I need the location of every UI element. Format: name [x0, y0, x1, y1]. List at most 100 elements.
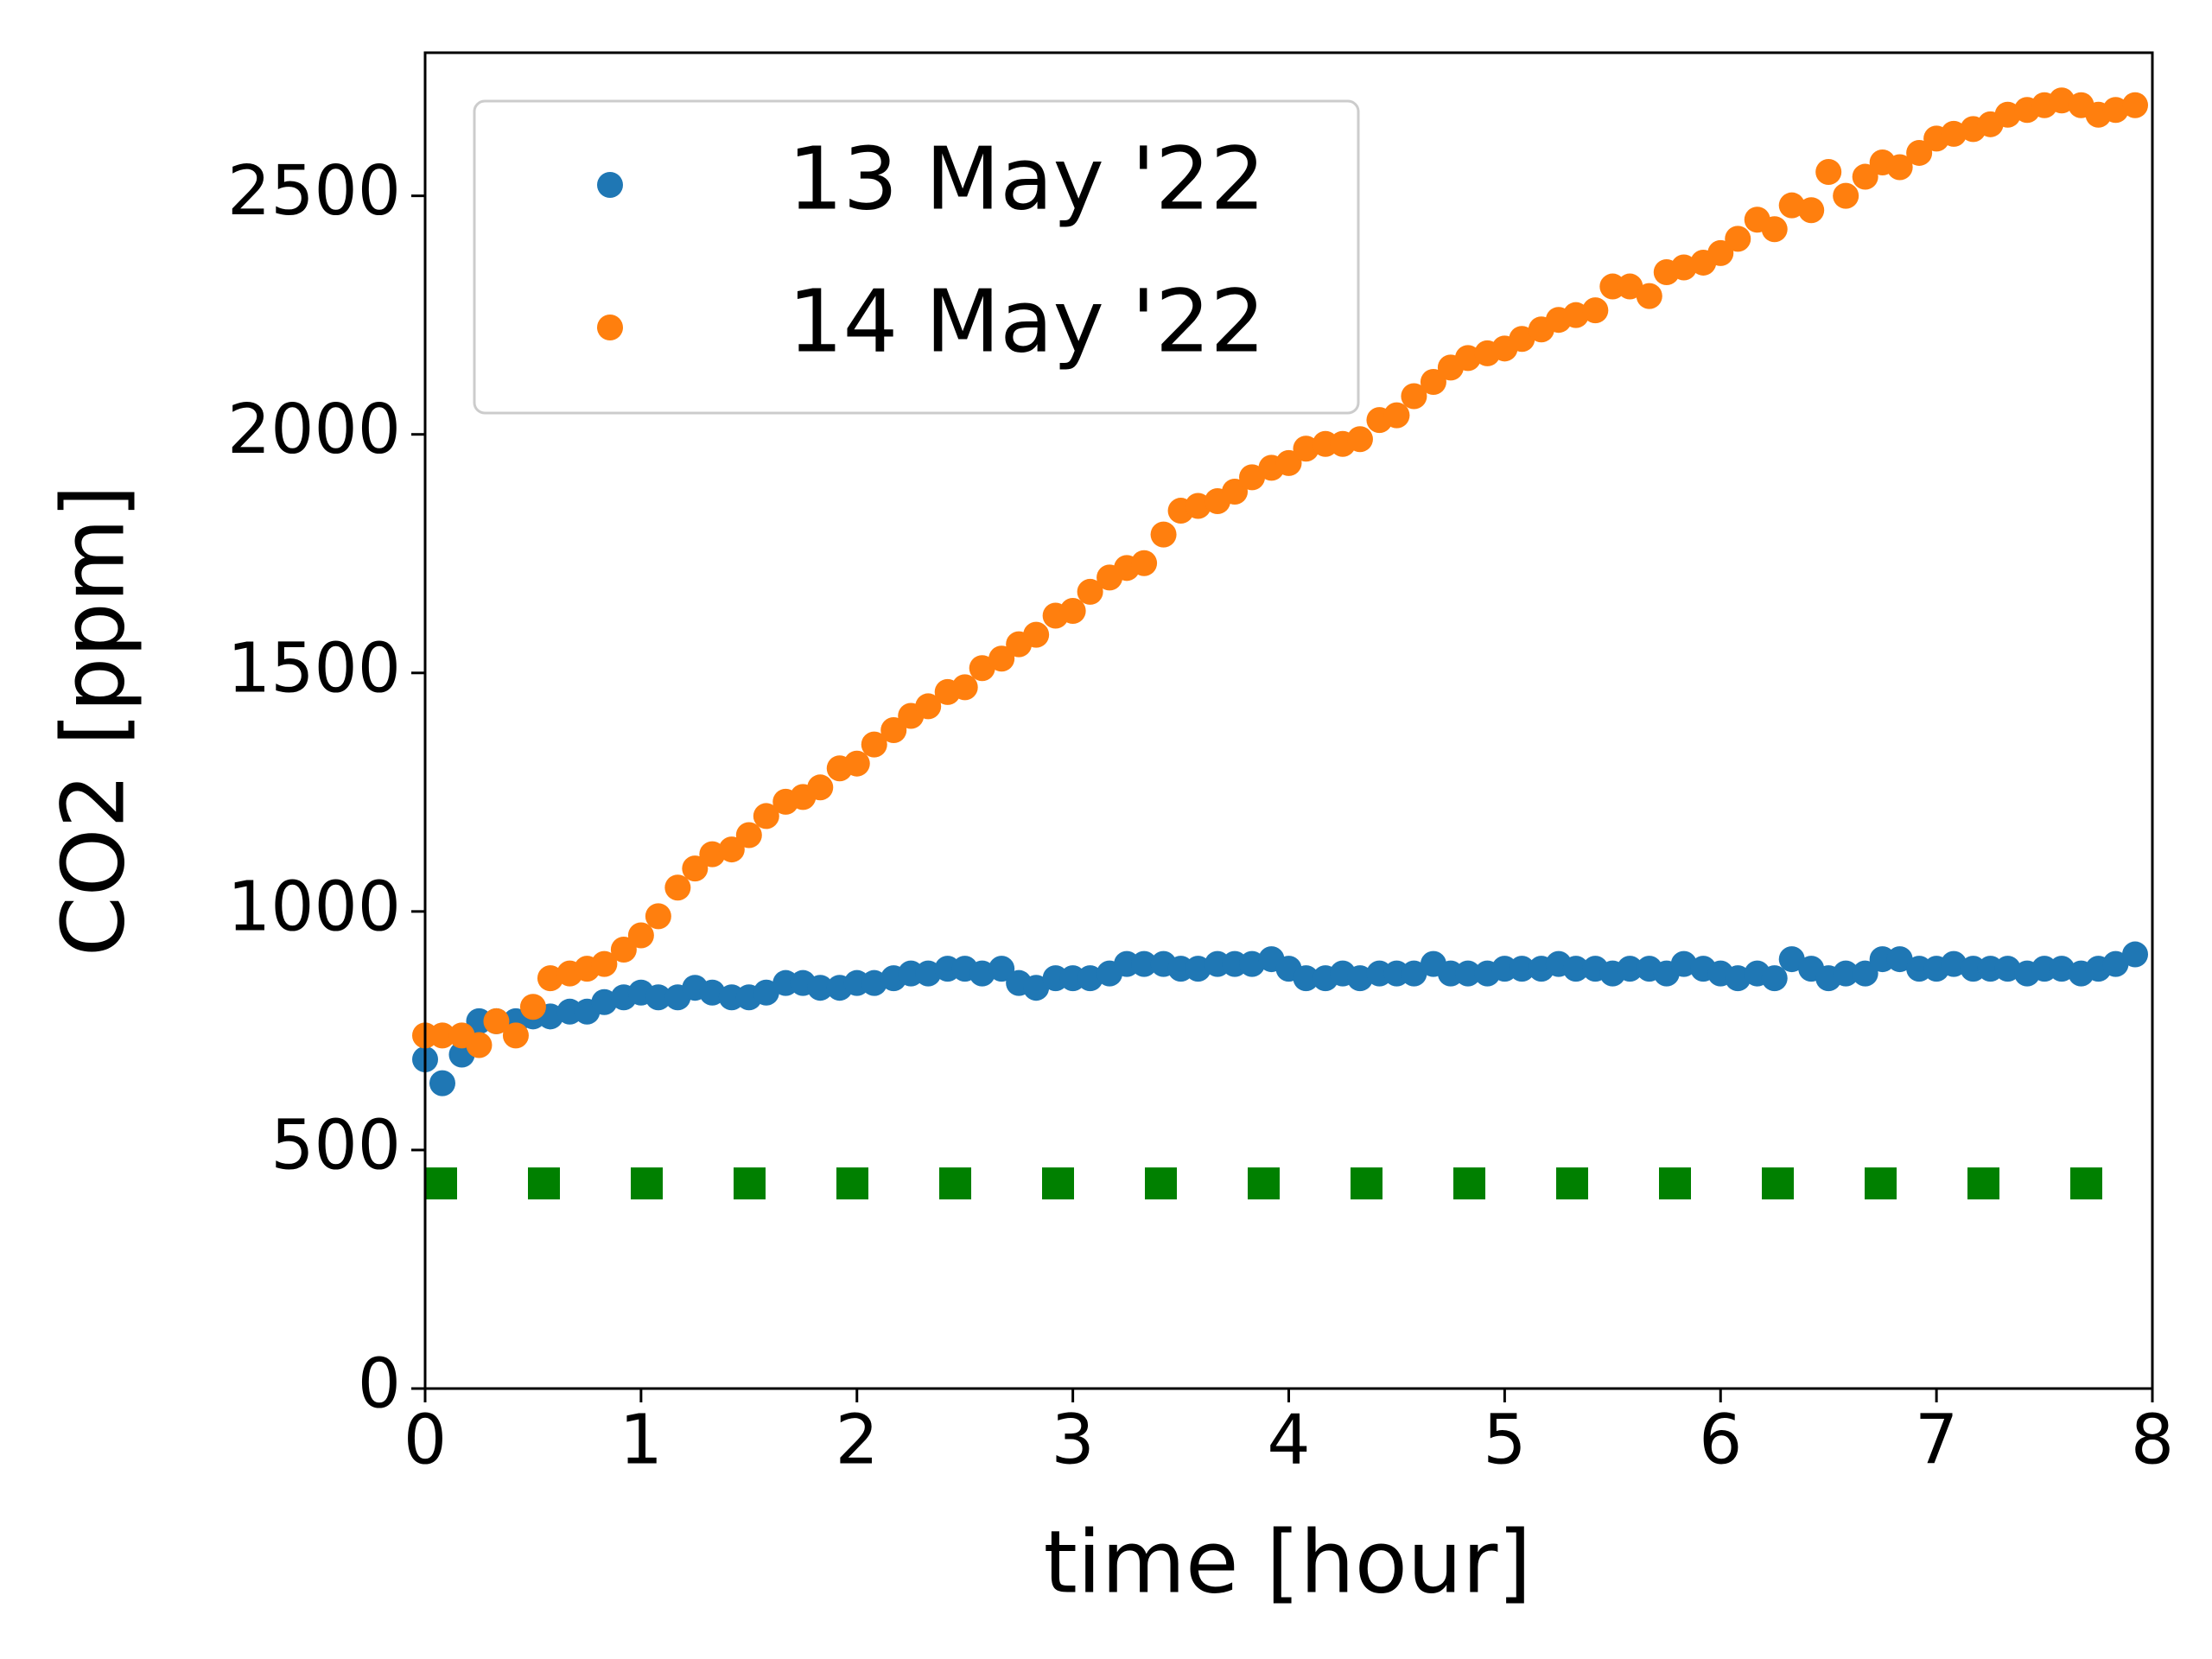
- data-point: [807, 774, 834, 801]
- data-point: [627, 922, 654, 949]
- data-point: [537, 965, 563, 992]
- data-point: [1761, 965, 1788, 992]
- data-point: [1131, 950, 1158, 977]
- data-point: [1833, 960, 1859, 987]
- data-point: [988, 645, 1015, 672]
- data-point: [1275, 449, 1302, 476]
- y-tick-label: 1000: [227, 867, 401, 946]
- y-tick-label: 2000: [227, 390, 401, 469]
- data-point: [1293, 965, 1319, 992]
- y-axis-label: CO2 [ppm]: [42, 485, 143, 957]
- data-point: [1725, 226, 1751, 252]
- data-point: [1293, 435, 1319, 462]
- data-point: [1239, 464, 1266, 491]
- data-point: [1582, 297, 1609, 324]
- legend-label: 13 May '22: [788, 128, 1265, 229]
- data-point: [2049, 956, 2075, 982]
- x-tick-label: 8: [2131, 1400, 2174, 1479]
- legend-box: [473, 99, 1360, 415]
- data-point: [502, 1022, 529, 1049]
- data-point: [591, 988, 618, 1015]
- data-point: [1131, 550, 1158, 576]
- data-point: [1725, 965, 1751, 992]
- data-point: [610, 937, 637, 963]
- data-point: [988, 956, 1015, 982]
- data-point: [483, 1007, 510, 1034]
- data-point: [1239, 950, 1266, 977]
- data-point: [1454, 960, 1481, 987]
- data-point: [429, 1070, 455, 1096]
- data-point: [1562, 302, 1589, 328]
- data-point: [1346, 426, 1373, 453]
- data-point: [1941, 120, 1967, 147]
- data-point: [1509, 956, 1535, 982]
- data-point: [682, 855, 709, 882]
- data-point: [466, 1032, 493, 1058]
- x-tick-label: 4: [1267, 1400, 1310, 1479]
- data-point: [1707, 239, 1734, 266]
- data-point: [1994, 956, 2021, 982]
- data-point: [1420, 368, 1446, 395]
- data-point: [753, 803, 779, 830]
- legend-marker: [597, 172, 623, 198]
- y-tick-label: 500: [270, 1105, 401, 1185]
- data-point: [1150, 521, 1177, 548]
- data-point: [861, 969, 887, 996]
- data-point: [2122, 941, 2149, 968]
- legend-label: 14 May '22: [788, 270, 1265, 372]
- data-point: [1617, 273, 1643, 300]
- y-tick-label: 0: [358, 1344, 401, 1423]
- x-tick-label: 3: [1051, 1400, 1094, 1479]
- data-point: [1059, 598, 1086, 625]
- data-point: [735, 822, 762, 849]
- data-point: [1761, 216, 1788, 243]
- x-tick-label: 5: [1483, 1400, 1526, 1479]
- legend-marker: [597, 315, 623, 340]
- data-point: [1617, 956, 1643, 982]
- y-tick-label: 2500: [227, 151, 401, 231]
- data-point: [1222, 478, 1249, 505]
- data-point: [519, 994, 546, 1020]
- data-point: [1023, 621, 1050, 648]
- x-tick-label: 2: [836, 1400, 879, 1479]
- data-point: [2102, 97, 2129, 124]
- data-point: [1994, 101, 2021, 128]
- x-tick-label: 1: [620, 1400, 663, 1479]
- data-point: [1833, 182, 1859, 209]
- data-point: [915, 693, 942, 720]
- data-point: [1383, 402, 1410, 429]
- data-point: [1778, 192, 1805, 219]
- data-point: [1670, 254, 1697, 281]
- data-point: [591, 950, 618, 977]
- data-point: [1778, 946, 1805, 973]
- data-point: [1670, 950, 1697, 977]
- data-point: [2122, 92, 2149, 118]
- data-point: [699, 841, 726, 868]
- data-point: [1185, 493, 1211, 519]
- data-point: [1454, 345, 1481, 372]
- data-point: [1346, 965, 1373, 992]
- data-point: [1401, 960, 1427, 987]
- data-point: [753, 979, 779, 1006]
- y-tick-label: 1500: [227, 628, 401, 708]
- data-point: [1023, 975, 1050, 1001]
- data-point: [1815, 159, 1842, 186]
- data-point: [429, 1022, 455, 1049]
- data-point: [969, 655, 995, 682]
- data-point: [1636, 283, 1662, 309]
- data-point: [1941, 950, 1967, 977]
- x-tick-label: 6: [1699, 1400, 1742, 1479]
- data-point: [1185, 956, 1211, 982]
- data-point: [1798, 197, 1825, 224]
- data-point: [1077, 578, 1103, 605]
- data-point: [843, 750, 870, 777]
- x-tick-label: 0: [404, 1400, 447, 1479]
- data-point: [645, 903, 671, 930]
- data-point: [2049, 87, 2075, 114]
- data-point: [664, 874, 691, 901]
- data-point: [1852, 960, 1878, 987]
- data-point: [969, 960, 995, 987]
- data-point: [1886, 154, 1913, 181]
- data-point: [951, 674, 978, 701]
